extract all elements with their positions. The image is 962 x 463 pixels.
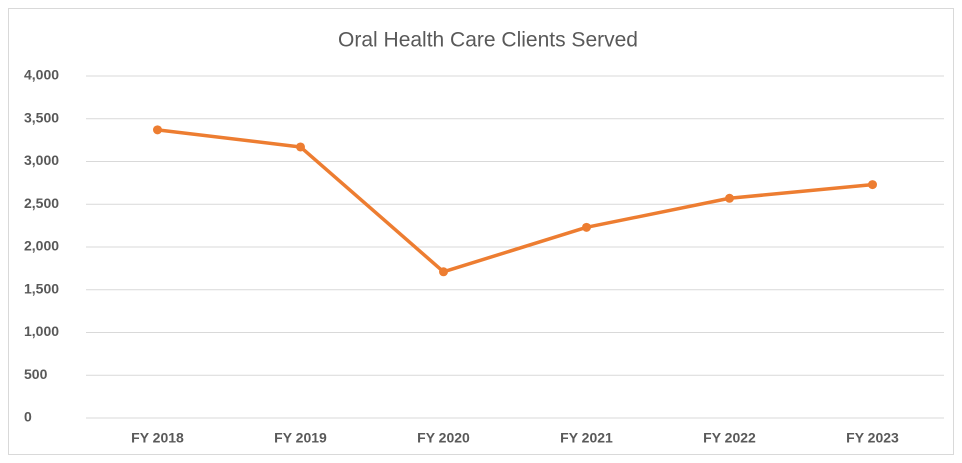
marker [296,142,305,152]
x-tick-label: FY 2021 [560,430,613,446]
y-tick-label: 4,000 [24,67,59,83]
marker [153,125,162,135]
marker [439,267,448,277]
marker [725,193,734,203]
marker [582,222,591,232]
y-tick-label: 3,000 [24,152,59,168]
x-tick-label: FY 2022 [703,430,756,446]
x-tick-label: FY 2019 [274,430,327,446]
chart-border [8,8,954,455]
marker [868,180,877,190]
x-tick-label: FY 2023 [846,430,899,446]
x-tick-label: FY 2020 [417,430,470,446]
y-tick-label: 500 [24,366,48,382]
y-tick-label: 1,000 [24,323,59,339]
y-tick-label: 2,500 [24,195,59,211]
y-tick-label: 3,500 [24,109,59,125]
y-tick-label: 1,500 [24,280,59,296]
chart-title: Oral Health Care Clients Served [338,29,638,52]
y-tick-label: 0 [24,409,32,425]
y-tick-label: 2,000 [24,238,59,254]
line [157,128,873,274]
x-tick-label: FY 2018 [131,430,184,446]
